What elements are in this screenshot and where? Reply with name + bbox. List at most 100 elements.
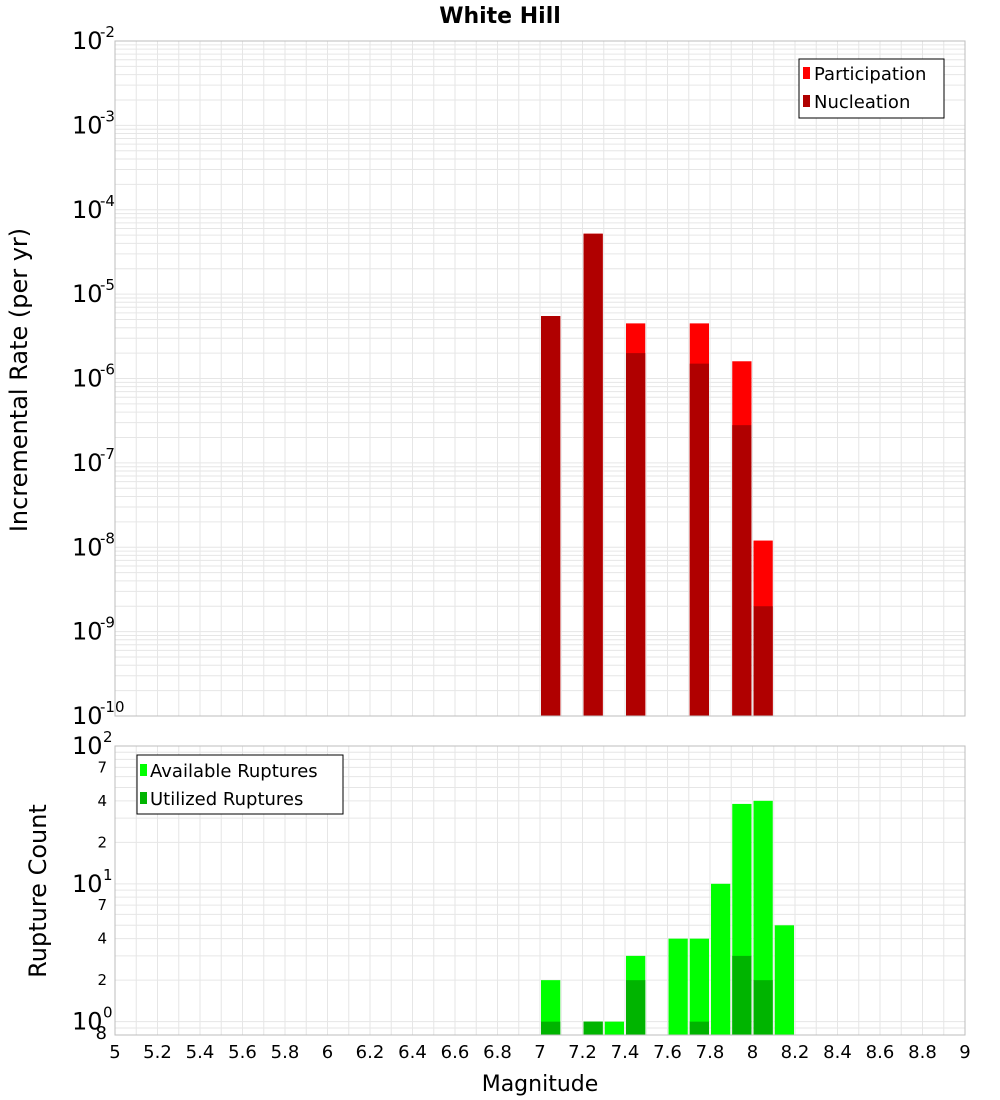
rate-bar-nucleation	[626, 353, 646, 716]
y-tick-base: 10	[72, 196, 103, 224]
count-y-minor-tick-label: 2	[97, 971, 107, 989]
x-tick-label: 5.6	[228, 1042, 257, 1063]
rate-y-tick-label: 10-9	[72, 614, 115, 646]
x-tick-label: 5.4	[186, 1042, 215, 1063]
y-tick-exponent: -3	[100, 107, 115, 125]
count-bar-available-ruptures	[541, 980, 561, 1035]
rate-y-tick-label: 10-7	[72, 445, 115, 477]
x-tick-labels: 5 5.2 5.4 5.6 5.8 6 6.2 6.4 6.6 6.8 7 7.2 7.4 7.6 7.8 8…	[109, 1042, 970, 1063]
y-tick-base: 10	[72, 365, 103, 393]
rate-legend-box	[798, 58, 945, 119]
count-bar-utilized-ruptures	[626, 980, 646, 1035]
x-tick-label: 7.4	[611, 1042, 640, 1063]
rate-bar-nucleation	[583, 233, 603, 716]
x-tick-label: 5	[109, 1042, 120, 1063]
x-tick-label: 6	[322, 1042, 333, 1063]
y-tick-exponent: 2	[103, 728, 113, 746]
count-bars	[541, 800, 794, 1035]
x-tick-label: 8.8	[908, 1042, 937, 1063]
count-plot-frame	[114, 745, 966, 1036]
count-y-minor-tick-label: 7	[97, 896, 107, 914]
count-bar-available-ruptures	[604, 1021, 624, 1035]
y-tick-exponent: -6	[100, 361, 115, 379]
count-bar-utilized-ruptures	[753, 980, 773, 1035]
count-y-minor-tick-label: 8	[96, 1023, 107, 1044]
y-tick-exponent: -8	[100, 529, 115, 547]
rate-y-tick-label: 10-4	[72, 192, 115, 224]
rate-gridlines	[114, 41, 966, 717]
count-bar-utilized-ruptures	[689, 1021, 709, 1035]
y-tick-base: 10	[72, 280, 103, 308]
rate-bars	[541, 233, 773, 716]
count-y-minor-tick-label: 4	[97, 930, 107, 948]
x-tick-label: 7	[534, 1042, 545, 1063]
x-tick-label: 8.6	[866, 1042, 895, 1063]
rate-y-tick-label: 10-10	[72, 698, 125, 730]
y-tick-base: 10	[72, 732, 103, 760]
x-tick-label: 7.2	[568, 1042, 597, 1063]
x-tick-label: 6.4	[398, 1042, 427, 1063]
y-tick-exponent: -9	[100, 614, 115, 632]
rate-legend: Participation Nucleation	[798, 58, 945, 119]
legend-swatch-available-ruptures	[140, 764, 147, 776]
y-tick-base: 10	[72, 702, 103, 730]
rate-y-tick-label: 10-6	[72, 361, 115, 393]
count-bar-available-ruptures	[711, 883, 731, 1035]
legend-swatch-nucleation	[803, 95, 810, 107]
y-tick-exponent: -4	[100, 192, 115, 210]
count-y-axis-label: Rupture Count	[24, 804, 52, 978]
x-tick-label: 7.6	[653, 1042, 682, 1063]
x-tick-label: 8	[747, 1042, 758, 1063]
y-tick-base: 10	[72, 449, 103, 477]
count-y-major-tick-label: 10 2	[72, 728, 113, 760]
rate-y-tick-label: 10-3	[72, 107, 115, 139]
legend-label-available-ruptures: Available Ruptures	[150, 761, 318, 782]
count-legend-box	[136, 754, 344, 815]
count-bar-utilized-ruptures	[732, 955, 752, 1035]
rate-y-tick-label: 10-5	[72, 276, 115, 308]
y-tick-exponent: 1	[103, 866, 113, 884]
count-bar-available-ruptures	[774, 925, 794, 1035]
count-bar-available-ruptures	[689, 938, 709, 1035]
x-axis-label: Magnitude	[482, 1072, 599, 1097]
x-tick-label: 6.2	[356, 1042, 385, 1063]
x-tick-label: 8.4	[823, 1042, 852, 1063]
rate-bar-nucleation	[732, 425, 752, 716]
legend-label-utilized-ruptures: Utilized Ruptures	[150, 789, 303, 810]
count-y-major-tick-label: 10 0	[72, 1004, 113, 1036]
legend-swatch-participation	[803, 67, 810, 79]
count-y-minor-tick-label: 4	[97, 792, 107, 810]
y-tick-exponent: -5	[100, 276, 115, 294]
rate-bar-nucleation	[753, 606, 773, 716]
y-tick-base: 10	[72, 870, 103, 898]
x-tick-label: 9	[959, 1042, 970, 1063]
x-tick-label: 6.6	[441, 1042, 470, 1063]
count-bar-available-ruptures	[668, 938, 688, 1035]
y-tick-exponent: -10	[100, 698, 125, 716]
rate-plot-frame	[114, 40, 966, 717]
rate-bar-nucleation	[541, 316, 561, 716]
x-tick-label: 8.2	[781, 1042, 810, 1063]
y-tick-base: 10	[72, 1008, 103, 1036]
count-legend: Available Ruptures Utilized Ruptures	[136, 754, 344, 815]
x-tick-label: 7.8	[696, 1042, 725, 1063]
x-tick-label: 6.8	[483, 1042, 512, 1063]
chart-title: White Hill	[439, 4, 561, 29]
y-tick-base: 10	[72, 533, 103, 561]
y-tick-exponent: -2	[100, 23, 115, 41]
y-tick-exponent: -7	[100, 445, 115, 463]
x-tick-label: 5.2	[143, 1042, 172, 1063]
count-bar-available-ruptures	[753, 800, 773, 1035]
count-y-minor-tick-label: 2	[97, 833, 107, 851]
count-y-minor-tick-label: 7	[97, 758, 107, 776]
y-tick-base: 10	[72, 27, 103, 55]
legend-label-participation: Participation	[814, 64, 926, 85]
rate-bar-nucleation	[689, 363, 709, 716]
legend-swatch-utilized-ruptures	[140, 792, 147, 804]
y-tick-base: 10	[72, 618, 103, 646]
rate-y-axis-label: Incremental Rate (per yr)	[5, 228, 33, 532]
